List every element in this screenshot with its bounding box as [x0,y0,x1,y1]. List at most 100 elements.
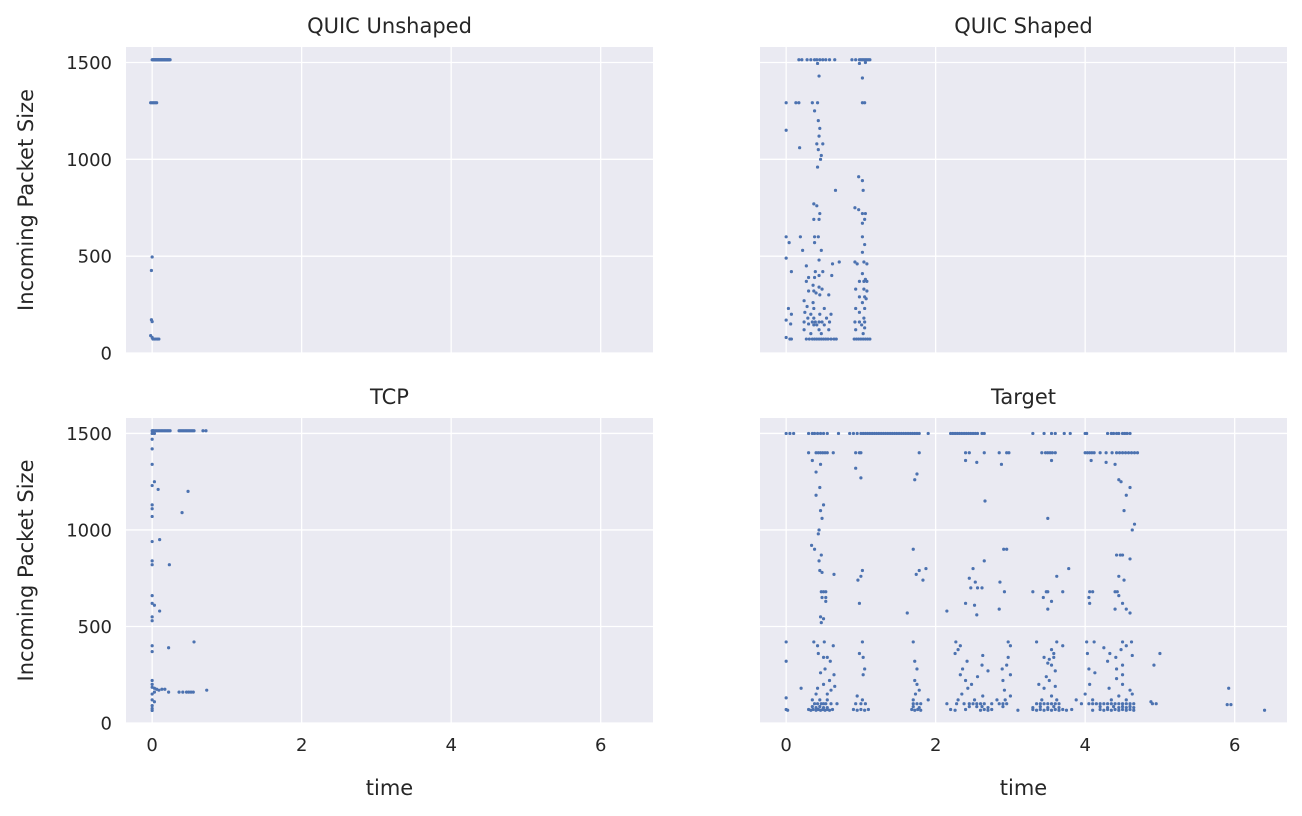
data-point [1093,671,1097,675]
data-point [1040,451,1044,455]
data-point [150,682,154,686]
data-point [919,702,923,706]
data-point [149,268,154,273]
data-point [809,58,813,62]
data-point [860,568,865,573]
data-point [953,431,957,436]
data-point [986,708,990,712]
data-point [831,451,835,455]
data-point [835,702,839,706]
data-point [191,690,195,694]
data-point [982,431,986,436]
y-axis-label: Incoming Packet Size [14,89,38,311]
data-point [794,101,798,105]
data-point [854,328,858,332]
data-point [818,615,823,619]
data-point [1117,705,1121,710]
data-point [911,704,915,709]
data-point [857,337,861,341]
data-point [1085,651,1090,656]
data-point [859,707,863,712]
data-point [857,601,862,605]
data-point [1124,493,1128,497]
data-point [1057,708,1061,712]
data-point [784,640,788,644]
data-point [201,429,205,433]
data-point [1055,574,1059,578]
data-point [1113,607,1117,611]
data-point [1079,702,1084,706]
data-point [1006,655,1010,659]
data-point [865,289,869,293]
data-point [817,328,821,332]
scatter-points [784,431,1267,712]
data-point [866,707,870,712]
data-point [956,648,960,652]
data-point [866,337,870,341]
data-point [1128,431,1132,436]
data-point [863,702,868,706]
data-point [812,547,817,551]
data-point [857,175,861,179]
data-point [817,285,821,289]
panel-title: QUIC Unshaped [307,14,472,38]
data-point [863,242,867,247]
data-point [854,58,858,62]
data-point [1135,451,1140,455]
data-point [971,702,975,706]
data-point [1106,702,1110,706]
data-point [1049,458,1054,463]
data-point [1128,688,1132,692]
data-point [870,431,874,436]
data-point [1087,667,1091,671]
data-point [810,458,814,463]
data-point [1102,708,1106,712]
data-point [812,58,817,62]
data-point [975,613,979,617]
data-point [809,312,813,316]
panel-title: Target [990,385,1056,409]
data-point [1053,431,1057,436]
data-point [806,431,811,436]
data-point [860,179,865,183]
data-point [812,306,816,311]
data-point [1049,648,1054,652]
panel-target: Target 0 2 4 6 time [760,385,1287,800]
data-point [829,688,833,692]
data-point [1008,644,1013,648]
data-point [812,337,817,341]
data-point [981,694,985,698]
data-point [150,704,154,708]
data-point [1046,661,1050,665]
data-point [1120,431,1125,436]
data-point [836,431,841,436]
data-point [817,559,821,563]
data-point [1052,651,1056,656]
data-point [860,211,865,216]
data-point [1002,688,1007,692]
data-point [824,702,828,706]
data-point [1122,578,1126,582]
data-point [917,451,921,455]
data-point [986,669,990,673]
data-point [821,503,826,507]
data-point [850,58,854,62]
data-point [980,704,984,709]
data-point [857,310,862,314]
data-point [818,126,822,130]
data-point [1114,553,1119,557]
data-point [155,101,159,105]
y-tick-label: 0 [101,714,112,735]
data-point [862,287,866,291]
data-point [1113,462,1117,466]
data-point [861,337,865,341]
data-point [802,299,806,303]
data-point [965,659,969,663]
data-point [784,696,788,700]
data-point [960,667,965,671]
data-point [1049,663,1054,667]
data-point [784,659,788,663]
data-point [982,707,986,712]
data-point [857,651,862,656]
panel-quic-shaped: QUIC Shaped [760,14,1287,354]
